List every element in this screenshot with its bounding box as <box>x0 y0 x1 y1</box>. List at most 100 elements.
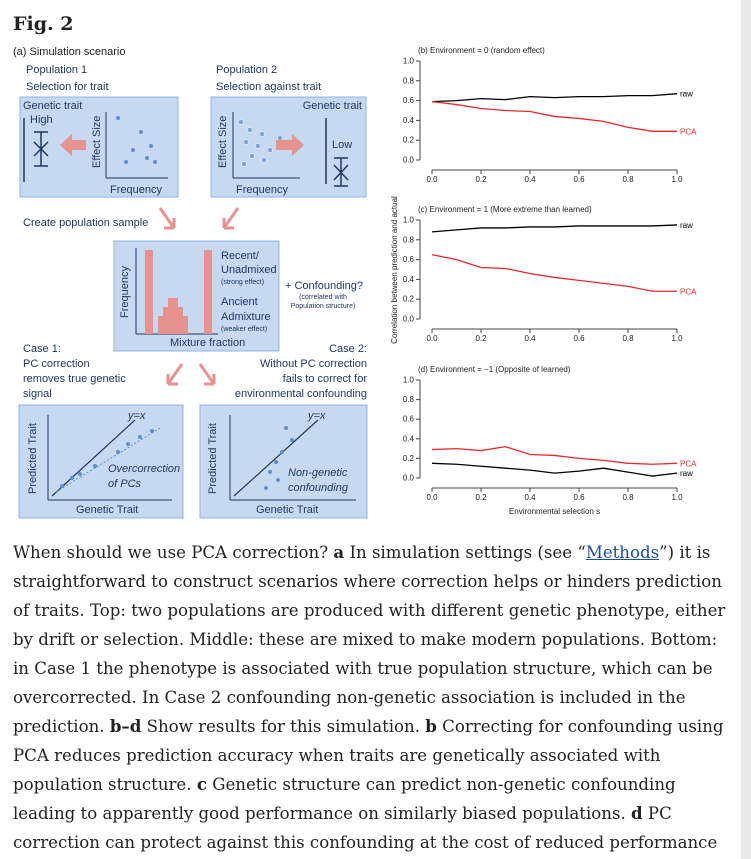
arrow <box>60 134 86 156</box>
text: High <box>30 114 53 126</box>
text: Population 1 <box>26 64 87 76</box>
caption-text: c <box>196 774 207 794</box>
text: (weaker effect) <box>221 326 267 333</box>
y-axis-label: Correlation between prediction and actua… <box>390 196 399 344</box>
y-tick-label: 1.0 <box>403 57 415 66</box>
y-tick-label: 0.0 <box>403 156 415 165</box>
series-label: PCA <box>680 459 697 468</box>
text: (correlated with <box>299 294 347 301</box>
y-tick-label: 0.6 <box>403 96 415 105</box>
icon <box>204 250 212 334</box>
y-tick-label: 0.2 <box>403 295 415 304</box>
text: signal <box>23 388 52 400</box>
icon <box>158 298 188 334</box>
caption-text: Correcting for confounding using PCA red… <box>13 717 724 794</box>
x-tick-label: 0.0 <box>426 493 438 502</box>
series-line <box>431 224 678 233</box>
caption-text: d <box>631 803 643 823</box>
y-tick-label: 0.8 <box>403 76 415 85</box>
series-line <box>431 254 677 292</box>
caption-text: a <box>333 542 345 562</box>
icon <box>333 157 349 187</box>
text: Recent/ <box>221 250 260 262</box>
text: Effect Size <box>91 116 103 168</box>
x-tick-label: 0.6 <box>573 334 585 343</box>
y-tick-label: 0.6 <box>403 255 415 264</box>
y-tick-label: 1.0 <box>403 376 415 385</box>
text: Low <box>332 139 352 151</box>
series-line <box>431 462 678 477</box>
caption-text: In simulation settings (see “ <box>344 543 586 562</box>
x-tick-label: 0.2 <box>475 334 487 343</box>
y-tick-label: 1.0 <box>403 216 415 225</box>
icon <box>33 131 49 167</box>
caption-text: Show results for this simulation. <box>141 717 426 736</box>
x-tick-label: 0.8 <box>622 334 634 343</box>
text: confounding <box>288 482 349 494</box>
caption-text: b <box>425 716 437 736</box>
text: Selection against trait <box>216 81 321 93</box>
text: (strong effect) <box>221 279 264 286</box>
x-tick-label: 0.4 <box>524 334 536 343</box>
text: + Confounding? <box>285 280 363 292</box>
text: y=x <box>127 410 146 422</box>
y-tick-label: 0.2 <box>403 454 415 463</box>
caption-text: When should we use PCA correction? <box>13 543 334 562</box>
arrow <box>222 207 240 230</box>
x-tick-label: 0.6 <box>573 175 585 184</box>
caption: When should we use PCA correction? a In … <box>13 538 735 857</box>
link[interactable]: Methods <box>585 543 660 562</box>
x-tick-label: 0.8 <box>622 175 634 184</box>
series-label: PCA <box>680 127 697 136</box>
x-tick-label: 0.2 <box>475 175 487 184</box>
y-tick-label: 0.6 <box>403 415 415 424</box>
x-tick-label: 0.4 <box>524 175 536 184</box>
dots <box>238 119 283 167</box>
text: Frequency <box>110 184 162 196</box>
text: Genetic Trait <box>76 504 138 516</box>
x-axis-label: Environmental selection s <box>509 507 600 516</box>
text: Mixture fraction <box>170 337 245 349</box>
chart-title: (b) Environment = 0 (random effect) <box>418 46 545 55</box>
x-tick-label: 0.0 <box>426 334 438 343</box>
text: removes true genetic <box>23 373 126 385</box>
series-label: raw <box>680 221 693 230</box>
panel <box>199 404 368 519</box>
caption-text: Genetic structure can predict non-geneti… <box>13 775 676 823</box>
reference-line <box>51 419 136 497</box>
arrow <box>158 207 176 230</box>
text: Genetic Trait <box>256 504 318 516</box>
text: Frequency <box>119 266 131 318</box>
y-tick-label: 0.4 <box>403 434 415 443</box>
text: Effect Size <box>217 116 229 168</box>
text: Population structure) <box>291 303 356 310</box>
figure: Fig. 2 (a) Simulation scenario Populatio… <box>13 13 697 519</box>
text: Frequency <box>236 184 288 196</box>
caption-text: b–d <box>109 716 142 736</box>
arrow <box>198 363 216 386</box>
text: y=x <box>307 410 326 422</box>
y-tick-label: 0.8 <box>403 395 415 404</box>
text: Without PC correction <box>260 358 367 370</box>
scrollbar-strip <box>741 0 751 859</box>
label: (a) Simulation scenario <box>13 46 126 58</box>
text: Overcorrection <box>108 463 180 475</box>
dots <box>60 429 154 488</box>
arrow <box>276 134 304 156</box>
panel <box>18 404 184 519</box>
x-tick-label: 0.0 <box>426 175 438 184</box>
x-tick-label: 0.6 <box>573 493 585 502</box>
series-line <box>431 93 678 103</box>
icon <box>145 250 153 334</box>
text: Admixture <box>221 311 271 323</box>
text: PC correction <box>23 358 90 370</box>
text: Unadmixed <box>221 264 277 276</box>
x-tick-label: 0.8 <box>622 493 634 502</box>
y-tick-label: 0.0 <box>403 474 415 483</box>
y-tick-label: 0.4 <box>403 116 415 125</box>
text: Predicted Trait <box>207 423 219 494</box>
text: Genetic trait <box>303 100 362 112</box>
text: fails to correct for <box>283 373 368 385</box>
text: Genetic trait <box>23 100 82 112</box>
